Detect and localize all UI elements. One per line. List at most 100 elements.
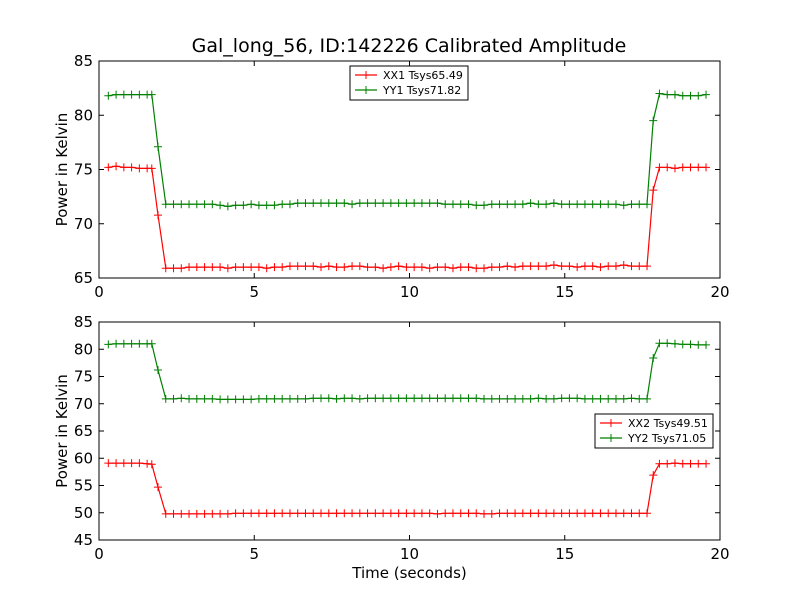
data-point (147, 164, 156, 173)
data-point (262, 509, 271, 518)
legend-swatch-marker (362, 86, 370, 94)
data-point (448, 264, 457, 273)
data-point (518, 200, 527, 209)
y-tick-label: 80 (74, 340, 93, 358)
data-point (557, 262, 566, 271)
data-point (135, 164, 144, 173)
data-point (169, 509, 178, 518)
data-point (161, 509, 170, 518)
data-point (169, 264, 178, 273)
data-point (177, 394, 186, 403)
data-point (293, 262, 302, 271)
data-point (487, 509, 496, 518)
data-point (254, 509, 263, 518)
data-point (472, 264, 481, 273)
data-point (678, 91, 687, 100)
data-point (127, 90, 136, 99)
legend: XX2 Tsys49.51 YY2 Tsys71.05 (594, 413, 714, 449)
legend-swatch-marker (607, 434, 615, 442)
data-point (363, 509, 372, 518)
data-point (119, 339, 128, 348)
data-point (655, 89, 664, 98)
data-point (526, 262, 535, 271)
data-point (534, 394, 543, 403)
data-point (487, 263, 496, 272)
data-point (456, 263, 465, 272)
data-point (495, 509, 504, 518)
data-point (185, 200, 194, 209)
data-point (694, 340, 703, 349)
data-point (216, 201, 225, 210)
data-point (503, 394, 512, 403)
data-point (394, 394, 403, 403)
data-point (448, 509, 457, 518)
data-point (441, 509, 450, 518)
data-point (557, 509, 566, 518)
data-point (542, 509, 551, 518)
data-point (293, 394, 302, 403)
data-point (694, 459, 703, 468)
legend-entry-label: XX2 Tsys49.51 (628, 417, 708, 430)
data-point (112, 162, 121, 171)
data-point (355, 199, 364, 208)
data-point (247, 395, 256, 404)
data-point (573, 200, 582, 209)
y-axis-label: Power in Kelvin (53, 374, 71, 488)
data-point (670, 339, 679, 348)
data-point (386, 263, 395, 272)
data-point (619, 394, 628, 403)
data-point (456, 509, 465, 518)
data-point (177, 509, 186, 518)
data-point (464, 394, 473, 403)
data-point (355, 509, 364, 518)
data-point (169, 394, 178, 403)
x-tick-label: 0 (94, 545, 104, 563)
data-point (588, 262, 597, 271)
data-point (161, 394, 170, 403)
data-point (147, 460, 156, 469)
data-point (495, 200, 504, 209)
data-point (417, 199, 426, 208)
data-point (410, 199, 419, 208)
data-point (663, 459, 672, 468)
data-point (270, 263, 279, 272)
data-point (161, 264, 170, 273)
data-point (177, 264, 186, 273)
data-point (655, 163, 664, 172)
data-point (472, 509, 481, 518)
x-tick-label: 5 (249, 283, 259, 301)
data-point (565, 394, 574, 403)
data-point (410, 263, 419, 272)
data-point (135, 339, 144, 348)
data-point (604, 394, 613, 403)
data-point (402, 199, 411, 208)
data-point (285, 200, 294, 209)
y-tick-label: 45 (74, 531, 93, 549)
data-point (147, 339, 156, 348)
data-point (663, 339, 672, 348)
data-point (503, 509, 512, 518)
data-point (694, 91, 703, 100)
data-point (200, 394, 209, 403)
data-point (192, 394, 201, 403)
data-point (425, 394, 434, 403)
data-point (448, 394, 457, 403)
data-point (348, 262, 357, 271)
data-point (542, 394, 551, 403)
y-tick-label: 60 (74, 449, 93, 467)
data-point (464, 263, 473, 272)
data-point (332, 199, 341, 208)
data-point (231, 509, 240, 518)
data-point (192, 263, 201, 272)
data-point (208, 263, 217, 272)
data-point (425, 264, 434, 273)
data-point (239, 201, 248, 210)
data-point (526, 509, 535, 518)
data-point (588, 200, 597, 209)
data-point (247, 509, 256, 518)
data-point (278, 200, 287, 209)
data-point (472, 394, 481, 403)
data-point (417, 394, 426, 403)
data-point (678, 459, 687, 468)
y-tick-label: 75 (74, 161, 93, 179)
